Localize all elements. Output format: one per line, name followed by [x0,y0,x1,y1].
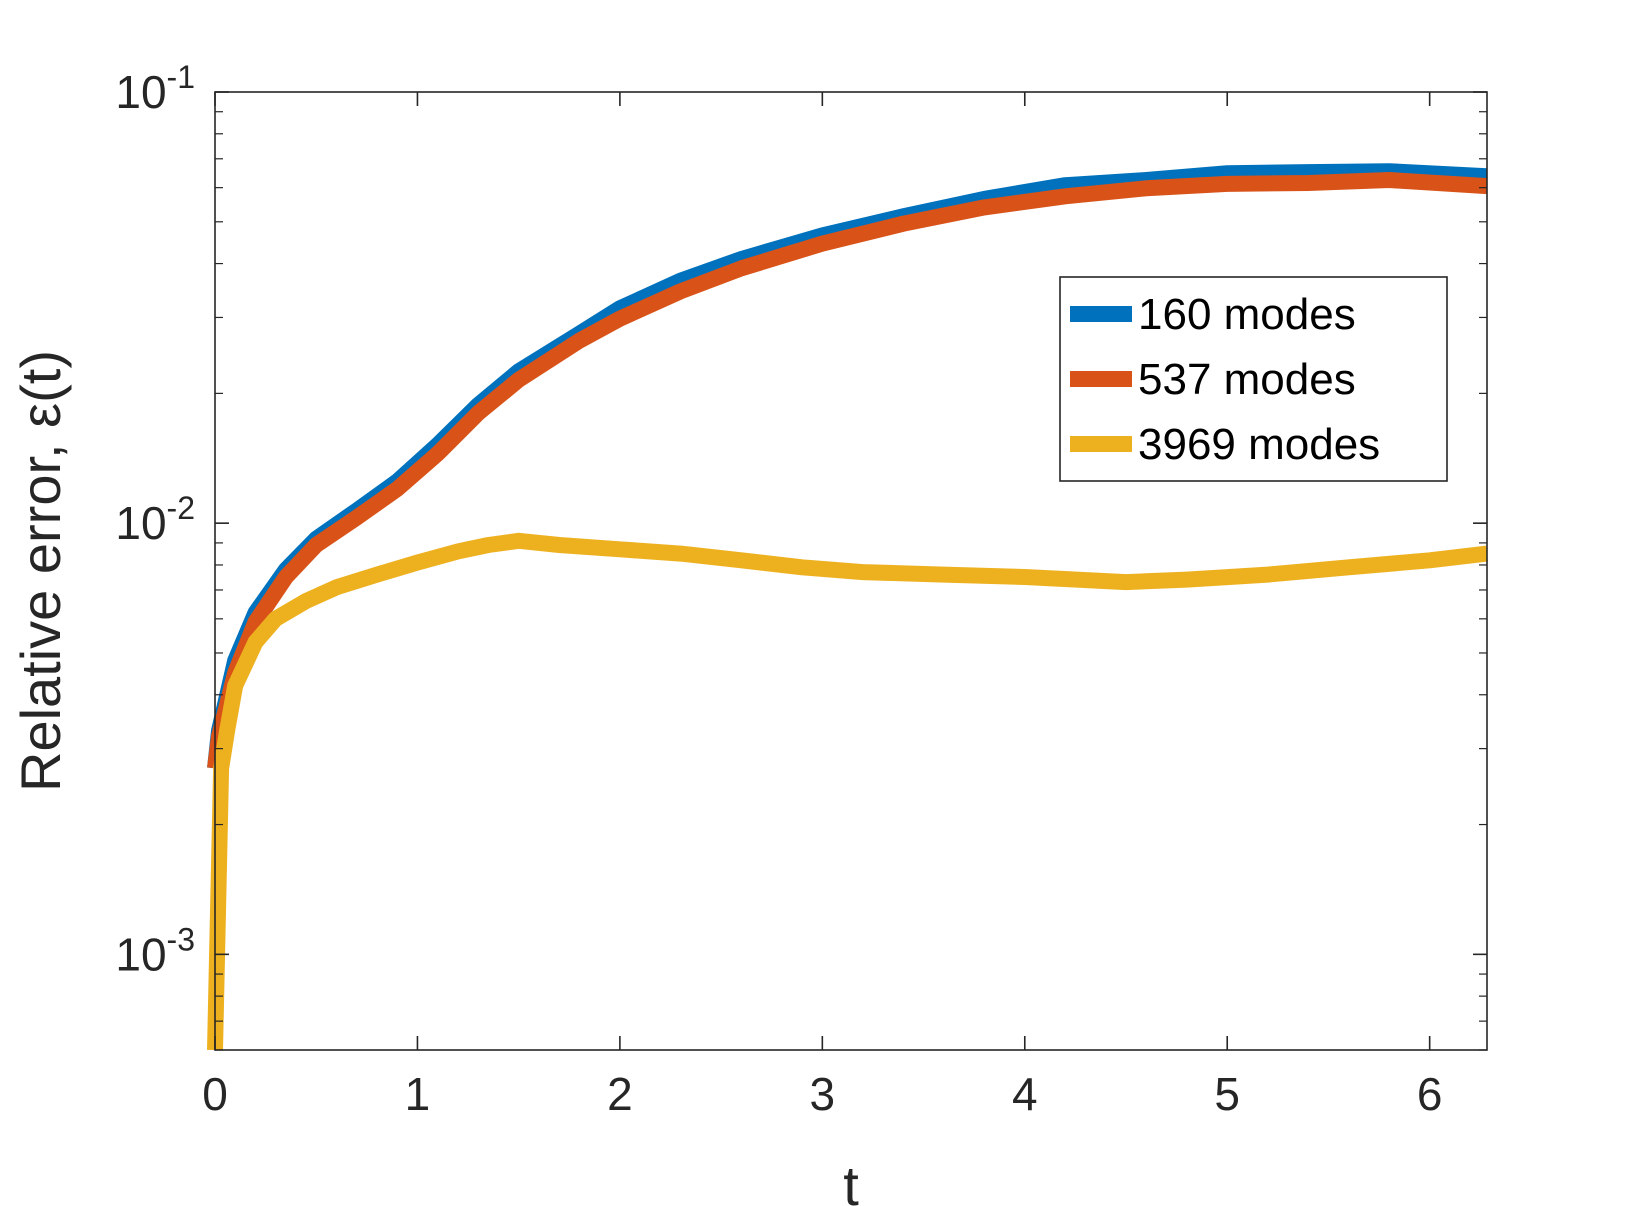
x-tick-label: 4 [1012,1068,1038,1120]
x-tick-label: 6 [1417,1068,1443,1120]
legend-label: 537 modes [1138,355,1356,404]
tick-labels-layer: 0 1 2 3 4 5 6 10-3 10-2 10-1 [115,59,1442,1120]
legend: 160 modes 537 modes 3969 modes [1059,276,1448,482]
x-tick-label: 1 [405,1068,431,1120]
y-tick-label: 10-1 [115,59,195,118]
plot-area-frame [214,91,1488,1051]
legend-label: 160 modes [1138,290,1356,339]
series-line-3969-modes [207,532,1488,1051]
legend-label: 3969 modes [1138,420,1380,469]
y-axis-label: Relative error, ε(t) [9,350,72,792]
x-axis-label: t [843,1154,859,1206]
series-layer [207,163,1488,1051]
x-tick-label: 2 [607,1068,633,1120]
y-tick-label: 10-3 [115,921,195,980]
x-tick-label: 3 [810,1068,836,1120]
series-line-537-modes [207,172,1488,770]
x-tick-label: 0 [202,1068,228,1120]
x-tick-label: 5 [1214,1068,1240,1120]
y-tick-label: 10-2 [115,490,195,549]
